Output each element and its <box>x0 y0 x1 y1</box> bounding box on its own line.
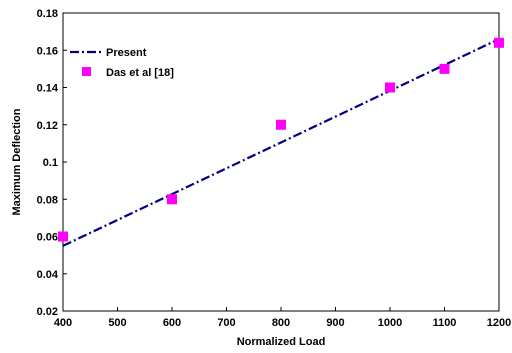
y-tick-label: 0.14 <box>37 83 59 95</box>
y-axis-ticks: 0.02 0.04 0.06 0.08 0.1 0.12 0.14 0.16 0.18 <box>37 8 67 318</box>
y-axis-title: Maximum Deflection <box>11 108 23 215</box>
x-tick-label: 500 <box>108 317 126 329</box>
series-layer <box>58 37 504 247</box>
legend-present-label: Present <box>106 47 147 59</box>
x-tick-label: 400 <box>54 317 72 329</box>
y-tick-label: 0.16 <box>37 45 58 57</box>
series-present-line <box>62 38 500 247</box>
x-axis-ticks: 400 500 600 700 800 900 1000 1100 1200 <box>54 307 511 329</box>
y-tick-label: 0.08 <box>37 194 58 206</box>
series-das-point <box>276 119 286 130</box>
y-tick-label: 0.04 <box>37 269 59 281</box>
x-tick-label: 800 <box>272 317 290 329</box>
y-tick-label: 0.18 <box>37 8 58 20</box>
legend: Present Das et al [18] <box>70 47 174 79</box>
x-tick-label: 1100 <box>433 317 457 329</box>
plot-area <box>62 12 500 312</box>
series-das-point <box>58 231 68 242</box>
x-tick-label: 700 <box>217 317 235 329</box>
y-tick-label: 0.1 <box>43 157 58 169</box>
y-tick-label: 0.06 <box>37 232 58 244</box>
legend-das-label: Das et al [18] <box>106 67 174 79</box>
y-tick-label: 0.12 <box>37 120 58 132</box>
x-tick-label: 900 <box>326 317 344 329</box>
series-das-point <box>167 194 177 205</box>
x-tick-label: 1200 <box>487 317 511 329</box>
x-axis-title: Normalized Load <box>237 336 326 348</box>
legend-das-marker <box>82 67 91 76</box>
series-das-point <box>439 63 450 74</box>
series-das-point <box>494 37 504 48</box>
x-tick-label: 600 <box>163 317 181 329</box>
y-tick-label: 0.02 <box>37 306 58 318</box>
series-das-point <box>385 82 395 93</box>
x-tick-label: 1000 <box>378 317 402 329</box>
